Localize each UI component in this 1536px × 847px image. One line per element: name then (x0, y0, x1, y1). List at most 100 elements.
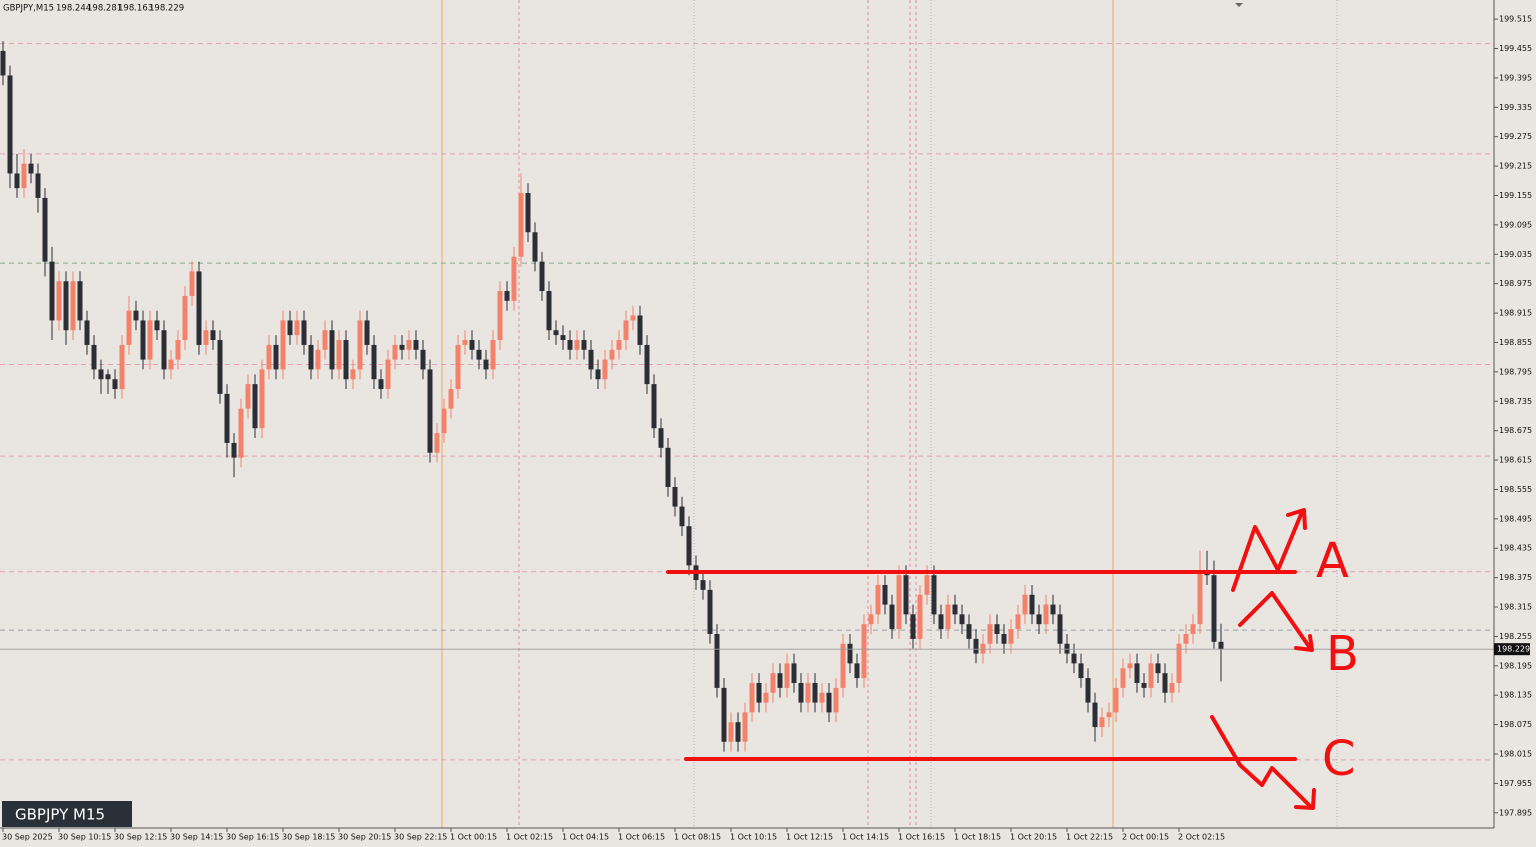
x-tick-label: 1 Oct 14:15 (842, 833, 889, 842)
candle-body (742, 712, 748, 742)
candle-body (168, 359, 174, 370)
candle-body (861, 624, 867, 679)
arrow-a (1231, 508, 1307, 592)
candle-body (196, 271, 202, 345)
candle-body (56, 281, 62, 321)
candle-body (1050, 604, 1056, 615)
candle-body (126, 310, 132, 345)
candle-body (623, 320, 629, 341)
candle-body (1176, 643, 1182, 683)
x-tick-label: 1 Oct 20:15 (1010, 833, 1057, 842)
candle-body (707, 589, 713, 634)
candle-body (1029, 594, 1035, 615)
y-tick-label: 198.855 (1499, 338, 1532, 347)
vertical-markers (441, 0, 1338, 828)
candle-body (35, 173, 41, 198)
candle-body (1113, 687, 1119, 713)
y-tick-label: 197.955 (1499, 779, 1532, 788)
price-axis-bg (1494, 0, 1536, 847)
candle-body (1134, 663, 1140, 683)
y-tick-label: 199.095 (1499, 220, 1532, 229)
arrow-c (1210, 715, 1316, 810)
low: 198.163 (118, 4, 153, 14)
candle-body (588, 349, 594, 370)
candle-body (518, 193, 524, 257)
candle-body (42, 197, 48, 262)
open: 198.244 (56, 4, 91, 14)
candle-body (308, 344, 314, 370)
candle-body (336, 340, 342, 370)
candle-body (1162, 673, 1168, 693)
candle-body (28, 163, 34, 174)
candle-body (1211, 575, 1217, 642)
candle-body (420, 349, 426, 370)
x-tick-label: 30 Sep 2025 (2, 833, 53, 842)
y-tick-label: 199.335 (1499, 103, 1532, 112)
candle-body (854, 663, 860, 679)
y-tick-label: 198.555 (1499, 485, 1532, 494)
candle-body (525, 193, 531, 233)
candle-body (714, 633, 720, 688)
annotation-label: A (1316, 533, 1349, 589)
candle-body (504, 291, 510, 301)
candle-body (105, 374, 111, 380)
candle-body (987, 624, 993, 644)
x-tick-label: 1 Oct 22:15 (1066, 833, 1113, 842)
candle-body (665, 447, 671, 488)
candle-body (1183, 633, 1189, 644)
candle-body (273, 344, 279, 370)
candle-body (686, 526, 692, 566)
candle-body (203, 330, 209, 345)
candle-body (728, 722, 734, 742)
candle-body (749, 682, 755, 713)
candle-body (217, 340, 223, 394)
candle-body (483, 359, 489, 370)
candle-body (210, 330, 216, 341)
candle-body (84, 320, 90, 345)
y-tick-label: 198.975 (1499, 279, 1532, 288)
candle-body (63, 281, 69, 331)
y-tick-label: 198.075 (1499, 720, 1532, 729)
candle-body (245, 384, 251, 409)
y-tick-label: 198.135 (1499, 691, 1532, 700)
candle-body (924, 575, 930, 595)
x-tick-label: 30 Sep 12:15 (114, 833, 167, 842)
candle-body (1218, 641, 1224, 650)
candle-body (413, 340, 419, 350)
axes: 199.515 199.455 199.395 199.335 199.275 199.2… (2, 15, 1532, 842)
x-tick-label: 1 Oct 10:15 (730, 833, 777, 842)
candle-body (378, 379, 384, 390)
candle-body (294, 320, 300, 336)
candle-body (140, 320, 146, 360)
candle-body (1015, 614, 1021, 630)
candle-body (364, 320, 370, 345)
candle-body (973, 638, 979, 654)
x-tick-label: 1 Oct 12:15 (786, 833, 833, 842)
candle-body (1197, 570, 1203, 625)
y-tick-label: 198.255 (1499, 632, 1532, 641)
y-tick-label: 198.435 (1499, 544, 1532, 553)
candles (0, 41, 1494, 752)
candle-body (609, 349, 615, 360)
candle-body (301, 320, 307, 345)
candle-body (476, 349, 482, 360)
candle-body (14, 173, 20, 189)
candle-body (329, 330, 335, 370)
candle-body (847, 643, 853, 664)
candle-body (1036, 614, 1042, 625)
x-tick-label: 30 Sep 22:15 (394, 833, 447, 842)
candle-body (1127, 663, 1133, 669)
candle-body (875, 584, 881, 615)
candle-body (322, 330, 328, 350)
candle-body (1155, 663, 1161, 674)
candle-body (224, 393, 230, 443)
candle-body (1141, 682, 1147, 688)
x-tick-label: 1 Oct 18:15 (954, 833, 1001, 842)
y-tick-label: 199.275 (1499, 132, 1532, 141)
candle-body (994, 624, 1000, 634)
candle-body (98, 369, 104, 380)
candle-body (553, 330, 559, 336)
candle-body (602, 359, 608, 380)
